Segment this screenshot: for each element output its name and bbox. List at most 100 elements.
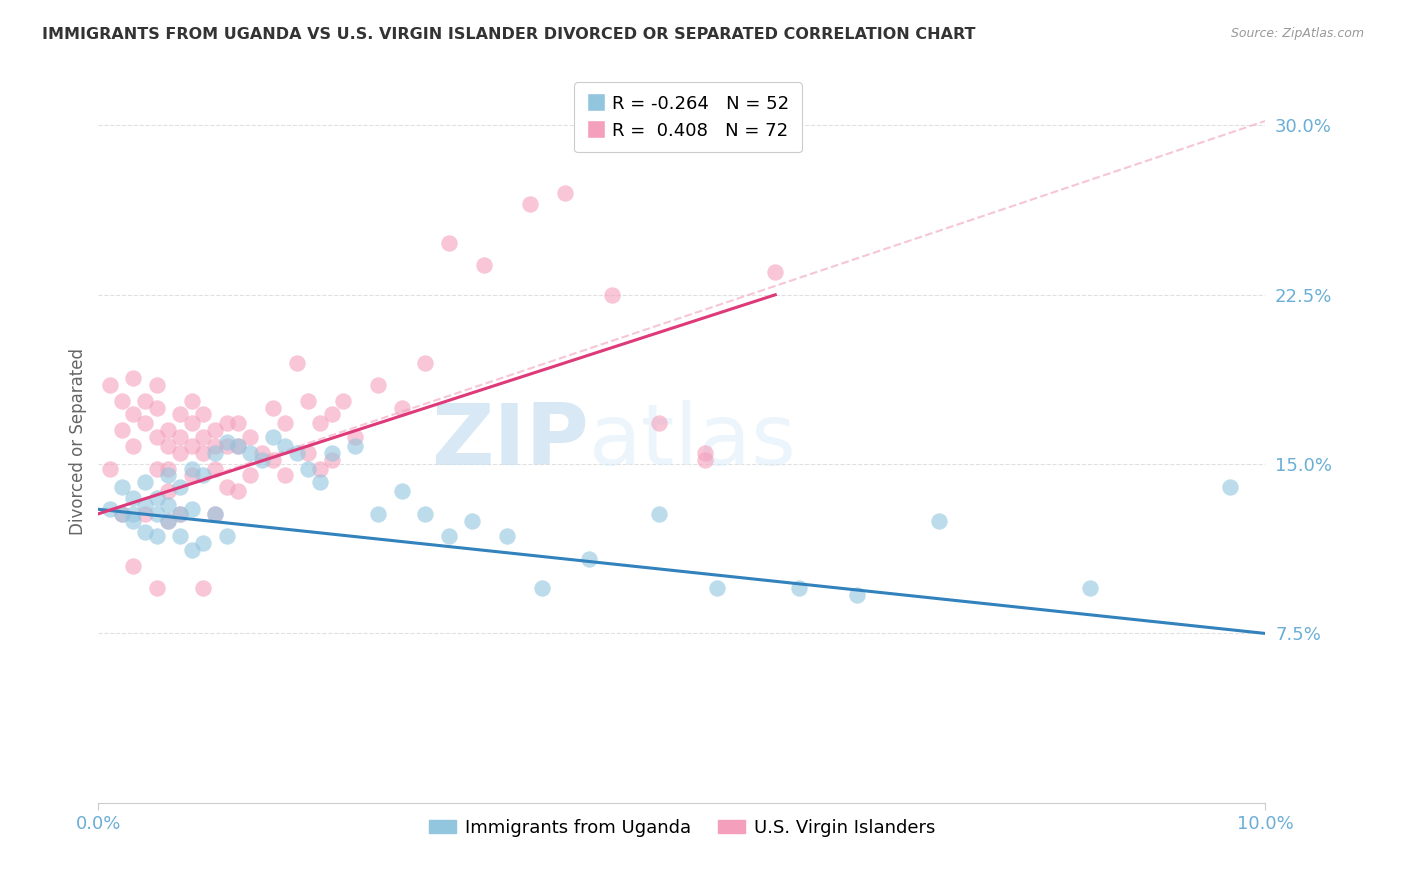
Point xyxy=(1219,480,1241,494)
Point xyxy=(1080,582,1102,596)
Point xyxy=(122,558,145,573)
Point xyxy=(146,507,169,521)
Text: Source: ZipAtlas.com: Source: ZipAtlas.com xyxy=(1230,27,1364,40)
Point xyxy=(367,378,389,392)
Point xyxy=(98,461,121,475)
Text: ZIP: ZIP xyxy=(430,400,589,483)
Point xyxy=(122,514,145,528)
Point xyxy=(215,417,238,431)
Point xyxy=(169,480,191,494)
Point xyxy=(146,461,169,475)
Point xyxy=(472,259,495,273)
Point xyxy=(437,529,460,543)
Point xyxy=(180,542,202,557)
Point xyxy=(204,446,226,460)
Point xyxy=(297,393,319,408)
Point xyxy=(204,507,226,521)
Point xyxy=(344,430,367,444)
Y-axis label: Divorced or Separated: Divorced or Separated xyxy=(69,348,87,535)
Point xyxy=(215,480,238,494)
Point xyxy=(134,498,156,512)
Point xyxy=(215,434,238,449)
Point xyxy=(98,502,121,516)
Point xyxy=(647,417,669,431)
Point xyxy=(262,452,284,467)
Point xyxy=(122,507,145,521)
Point xyxy=(215,529,238,543)
Point xyxy=(413,355,436,369)
Point xyxy=(554,186,576,201)
Point xyxy=(157,498,180,512)
Point xyxy=(519,197,541,211)
Point xyxy=(180,468,202,483)
Point xyxy=(169,507,191,521)
Point xyxy=(496,529,519,543)
Point xyxy=(391,401,413,415)
Point xyxy=(367,507,389,521)
Point xyxy=(180,502,202,516)
Point xyxy=(157,423,180,437)
Point xyxy=(297,461,319,475)
Point xyxy=(134,524,156,539)
Point xyxy=(262,430,284,444)
Point xyxy=(846,588,869,602)
Point xyxy=(134,417,156,431)
Point xyxy=(180,393,202,408)
Point xyxy=(180,461,202,475)
Point xyxy=(695,452,717,467)
Point xyxy=(193,536,215,550)
Point xyxy=(274,417,297,431)
Point xyxy=(228,417,250,431)
Point xyxy=(239,430,262,444)
Point xyxy=(204,439,226,453)
Point xyxy=(274,439,297,453)
Point xyxy=(321,446,343,460)
Point xyxy=(437,235,460,250)
Point xyxy=(157,484,180,499)
Point xyxy=(193,468,215,483)
Point xyxy=(262,401,284,415)
Point xyxy=(169,446,191,460)
Point xyxy=(134,507,156,521)
Point xyxy=(309,475,332,490)
Point xyxy=(239,468,262,483)
Point xyxy=(122,491,145,505)
Point xyxy=(763,265,786,279)
Point xyxy=(321,452,343,467)
Point xyxy=(250,446,273,460)
Point xyxy=(169,507,191,521)
Point xyxy=(111,480,134,494)
Point xyxy=(193,446,215,460)
Point xyxy=(169,529,191,543)
Point xyxy=(111,507,134,521)
Point xyxy=(695,446,717,460)
Point xyxy=(344,439,367,453)
Point xyxy=(530,582,553,596)
Point xyxy=(134,393,156,408)
Point xyxy=(122,371,145,385)
Point xyxy=(285,446,308,460)
Point xyxy=(111,507,134,521)
Point xyxy=(204,507,226,521)
Point xyxy=(157,514,180,528)
Point xyxy=(787,582,810,596)
Point xyxy=(146,582,169,596)
Point xyxy=(706,582,728,596)
Point xyxy=(157,514,180,528)
Point xyxy=(274,468,297,483)
Point xyxy=(157,468,180,483)
Point xyxy=(309,417,332,431)
Point xyxy=(250,452,273,467)
Point xyxy=(332,393,354,408)
Point xyxy=(461,514,484,528)
Point xyxy=(146,529,169,543)
Point xyxy=(321,408,343,422)
Point xyxy=(193,430,215,444)
Point xyxy=(193,582,215,596)
Point xyxy=(146,430,169,444)
Point xyxy=(146,401,169,415)
Point xyxy=(134,475,156,490)
Point xyxy=(157,461,180,475)
Point xyxy=(297,446,319,460)
Point xyxy=(239,446,262,460)
